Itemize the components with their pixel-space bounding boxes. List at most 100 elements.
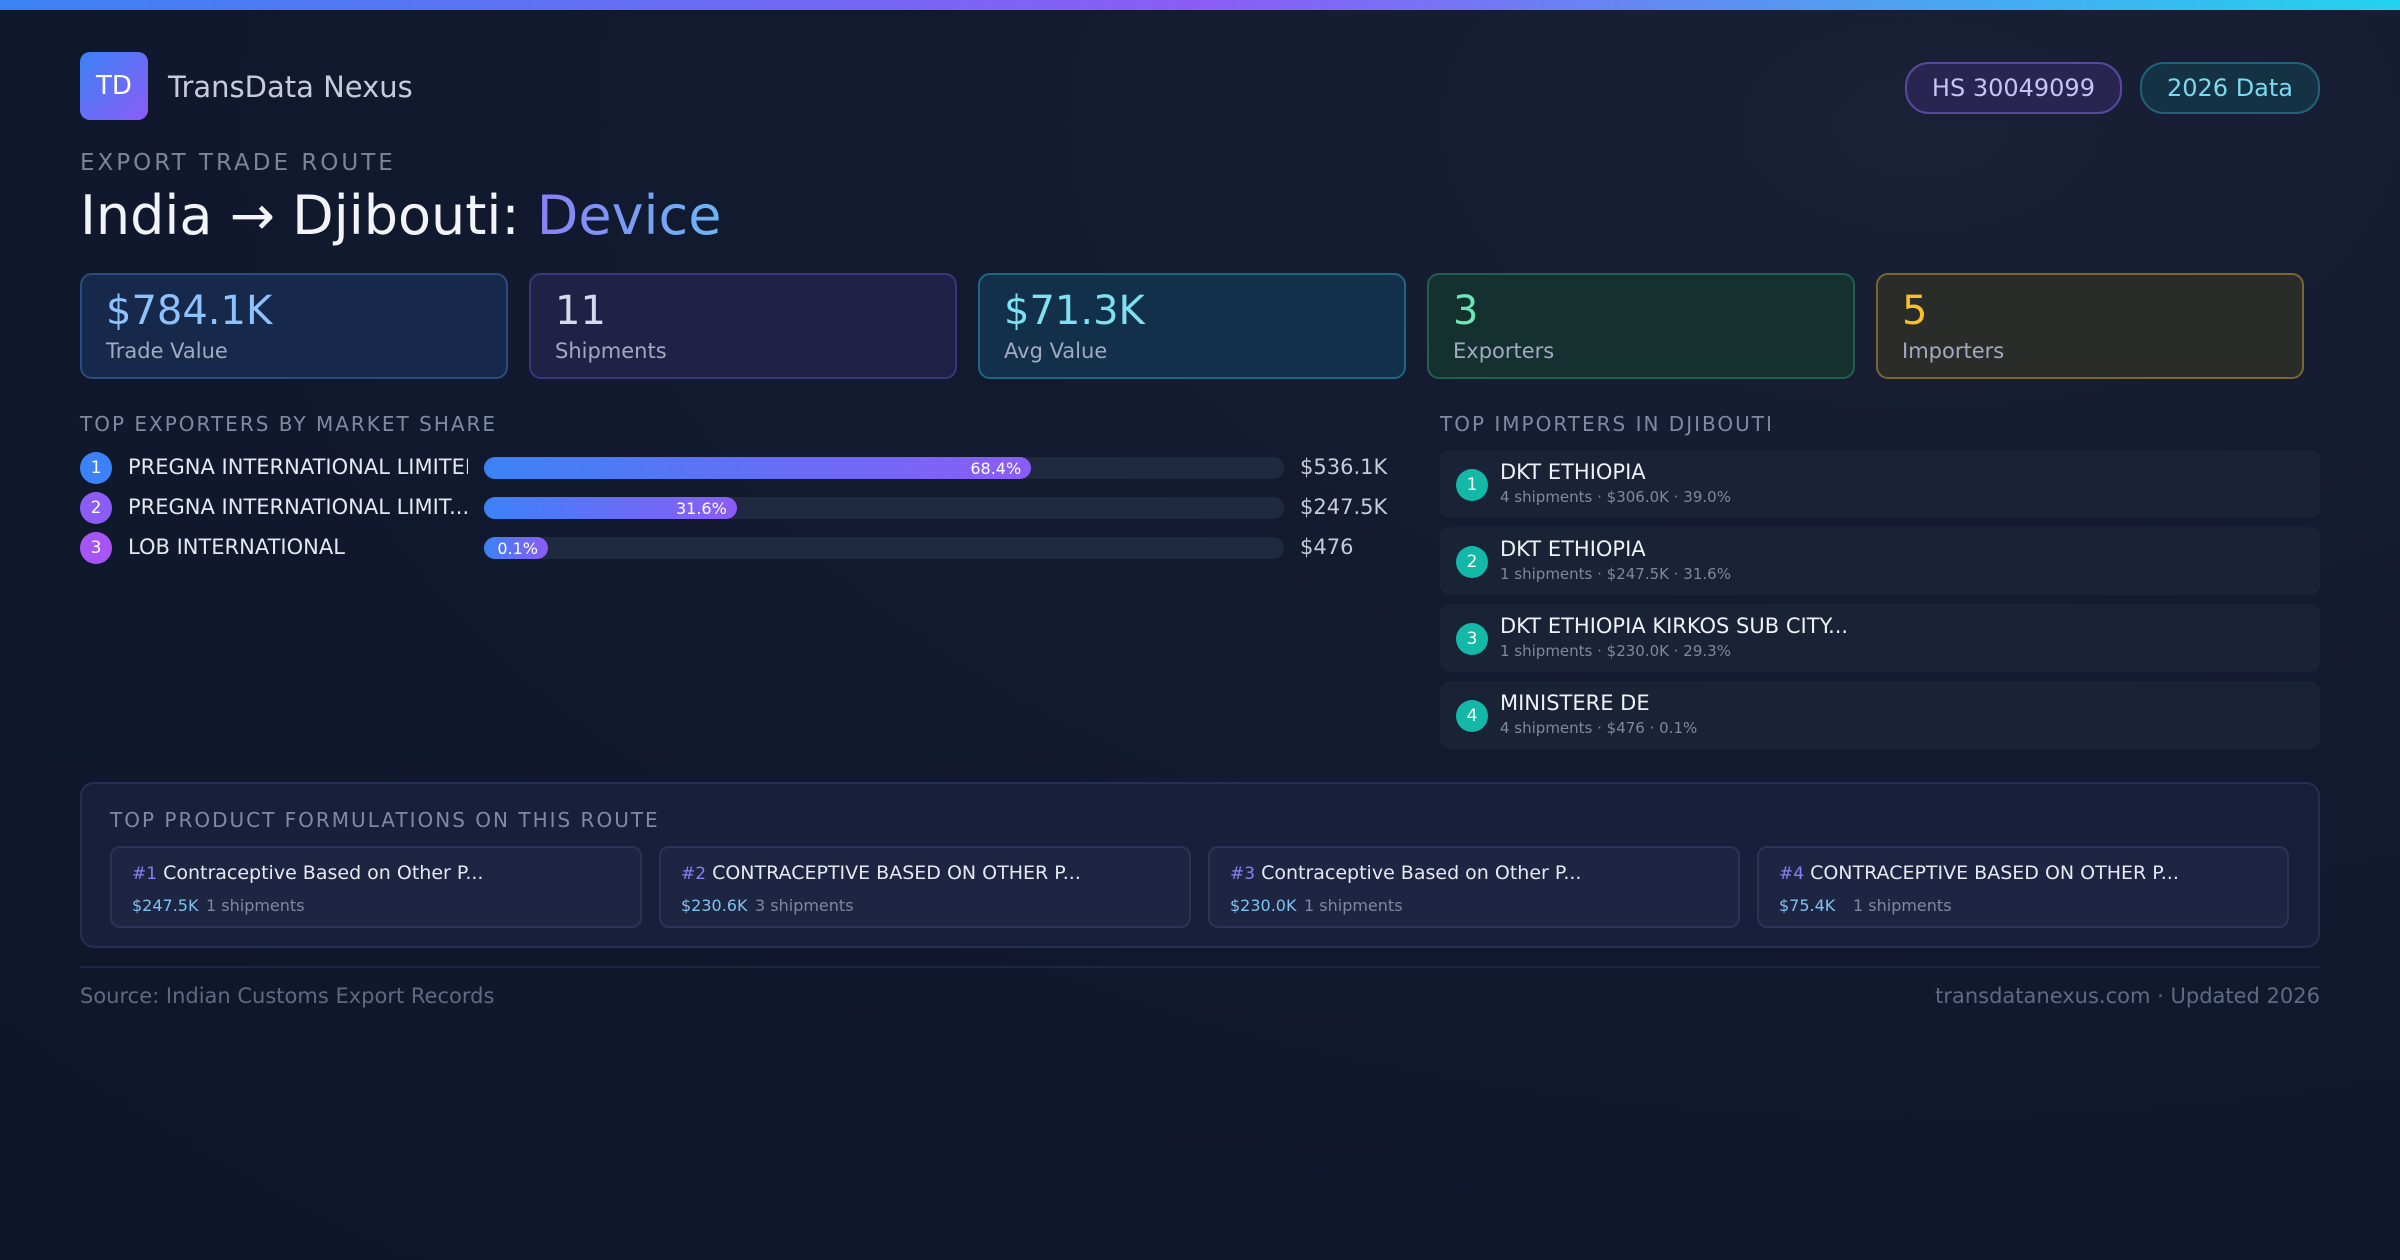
importer-meta: 1 shipments · $230.0K · 29.3% (1500, 642, 1731, 660)
formulation-shipments: 1 shipments (1304, 896, 1403, 915)
exporters-panel: TOP EXPORTERS BY MARKET SHARE 1 PREGNA I… (80, 412, 1387, 564)
stat-value: $784.1K (106, 288, 273, 334)
exporter-value: $476 (1300, 535, 1354, 559)
stat-card-trade-value: $784.1K Trade Value (80, 273, 508, 379)
exporter-name: PREGNA INTERNATIONAL LIMIT... (128, 495, 468, 519)
share-bar-fill: 31.6% (484, 497, 737, 519)
share-percent: 31.6% (675, 499, 727, 518)
share-bar-track: 0.1% (484, 537, 1284, 559)
exporter-row[interactable]: 1 PREGNA INTERNATIONAL LIMITED 68.4% $53… (80, 452, 1387, 484)
formulation-value: $247.5K (132, 896, 199, 915)
importers-panel: TOP IMPORTERS IN DJIBOUTI 1 DKT ETHIOPIA… (1440, 412, 2320, 749)
importer-meta: 4 shipments · $306.0K · 39.0% (1500, 488, 1731, 506)
stat-card-avg-value: $71.3K Avg Value (978, 273, 1406, 379)
formulation-title: #4 CONTRACEPTIVE BASED ON OTHER P... (1779, 862, 2179, 884)
stats-row: $784.1K Trade Value 11 Shipments $71.3K … (80, 273, 2320, 379)
rank-badge: 3 (80, 532, 112, 564)
importer-name: DKT ETHIOPIA (1500, 537, 1646, 561)
footer-divider (80, 966, 2320, 968)
exporter-name: LOB INTERNATIONAL (128, 535, 345, 559)
importer-name: DKT ETHIOPIA (1500, 460, 1646, 484)
importer-card[interactable]: 3 DKT ETHIOPIA KIRKOS SUB CITY... 1 ship… (1440, 604, 2320, 672)
header: TD TransData Nexus HS 30049099 2026 Data (80, 52, 2320, 122)
stat-card-shipments: 11 Shipments (529, 273, 957, 379)
rank-badge: 1 (80, 452, 112, 484)
formulation-rank: #2 (681, 864, 707, 884)
exporter-name: PREGNA INTERNATIONAL LIMITED (128, 455, 468, 479)
formulation-title: #2 CONTRACEPTIVE BASED ON OTHER P... (681, 862, 1081, 884)
share-percent: 68.4% (970, 459, 1022, 478)
stat-value: $71.3K (1004, 288, 1145, 334)
route-product: Device (536, 184, 722, 247)
route-eyebrow: EXPORT TRADE ROUTE (80, 150, 396, 176)
formulation-rank: #1 (132, 864, 158, 884)
brand-logo[interactable]: TD (80, 52, 148, 120)
formulation-title: #1 Contraceptive Based on Other P... (132, 862, 483, 884)
stat-card-importers: 5 Importers (1876, 273, 2304, 379)
formulations-panel: TOP PRODUCT FORMULATIONS ON THIS ROUTE #… (80, 782, 2320, 948)
importer-card[interactable]: 1 DKT ETHIOPIA 4 shipments · $306.0K · 3… (1440, 450, 2320, 518)
stat-label: Shipments (555, 339, 667, 363)
formulation-card[interactable]: #3 Contraceptive Based on Other P... $230… (1208, 846, 1740, 928)
exporter-value: $536.1K (1300, 455, 1388, 479)
exporters-heading: TOP EXPORTERS BY MARKET SHARE (80, 412, 498, 436)
top-accent-bar (0, 0, 2400, 10)
page: TD TransData Nexus HS 30049099 2026 Data… (80, 52, 2320, 1008)
importer-name: DKT ETHIOPIA KIRKOS SUB CITY... (1500, 614, 1849, 638)
brand-name[interactable]: TransData Nexus (168, 70, 413, 104)
formulation-rank: #3 (1230, 864, 1256, 884)
badge-group: HS 30049099 2026 Data (1904, 62, 2320, 114)
share-bar-fill: 68.4% (484, 457, 1032, 479)
importer-meta: 1 shipments · $247.5K · 31.6% (1500, 565, 1731, 583)
formulation-card[interactable]: #2 CONTRACEPTIVE BASED ON OTHER P... $230… (659, 846, 1191, 928)
formulation-rank: #4 (1779, 864, 1805, 884)
exporter-value: $247.5K (1300, 495, 1388, 519)
stat-label: Avg Value (1004, 339, 1108, 363)
stat-label: Exporters (1453, 339, 1555, 363)
importer-card[interactable]: 4 MINISTERE DE 4 shipments · $476 · 0.1% (1440, 681, 2320, 749)
share-bar-fill: 0.1% (484, 537, 548, 559)
year-badge[interactable]: 2026 Data (2139, 62, 2320, 114)
hs-code-badge[interactable]: HS 30049099 (1904, 62, 2122, 114)
formulation-name: CONTRACEPTIVE BASED ON OTHER P... (1810, 862, 2179, 884)
stat-label: Importers (1902, 339, 2005, 363)
stat-value: 11 (555, 288, 606, 334)
rank-badge: 1 (1456, 469, 1488, 501)
footer-site[interactable]: transdatanexus.com · Updated 2026 (1935, 984, 2320, 1008)
route-arrow-icon: → (229, 184, 275, 247)
formulation-title: #3 Contraceptive Based on Other P... (1230, 862, 1581, 884)
share-percent: 0.1% (497, 539, 538, 558)
importer-card[interactable]: 2 DKT ETHIOPIA 1 shipments · $247.5K · 3… (1440, 527, 2320, 595)
share-bar-track: 68.4% (484, 457, 1284, 479)
rank-badge: 2 (80, 492, 112, 524)
formulation-value: $230.6K (681, 896, 748, 915)
stat-value: 5 (1902, 288, 1928, 334)
formulation-value: $230.0K (1230, 896, 1297, 915)
formulation-value: $75.4K (1779, 896, 1836, 915)
formulations-heading: TOP PRODUCT FORMULATIONS ON THIS ROUTE (110, 808, 660, 832)
stat-label: Trade Value (106, 339, 228, 363)
formulation-card[interactable]: #1 Contraceptive Based on Other P... $247… (110, 846, 642, 928)
formulation-name: Contraceptive Based on Other P... (1261, 862, 1582, 884)
rank-badge: 2 (1456, 546, 1488, 578)
formulation-shipments: 1 shipments (206, 896, 305, 915)
stat-value: 3 (1453, 288, 1479, 334)
formulation-shipments: 1 shipments (1853, 896, 1952, 915)
stat-card-exporters: 3 Exporters (1427, 273, 1855, 379)
exporter-row[interactable]: 3 LOB INTERNATIONAL 0.1% $476 (80, 532, 1380, 564)
route-origin: India (80, 184, 213, 247)
rank-badge: 3 (1456, 623, 1488, 655)
exporter-row[interactable]: 2 PREGNA INTERNATIONAL LIMIT... 31.6% $2… (80, 492, 1387, 524)
footer-source: Source: Indian Customs Export Records (80, 984, 495, 1008)
formulation-name: Contraceptive Based on Other P... (163, 862, 484, 884)
route-destination: Djibouti: (292, 184, 520, 247)
formulation-shipments: 3 shipments (755, 896, 854, 915)
formulation-name: CONTRACEPTIVE BASED ON OTHER P... (712, 862, 1081, 884)
share-bar-track: 31.6% (484, 497, 1284, 519)
importer-name: MINISTERE DE (1500, 691, 1650, 715)
page-title: India → Djibouti: Device (80, 184, 721, 247)
importers-heading: TOP IMPORTERS IN DJIBOUTI (1440, 412, 1774, 436)
importer-meta: 4 shipments · $476 · 0.1% (1500, 719, 1698, 737)
formulation-card[interactable]: #4 CONTRACEPTIVE BASED ON OTHER P... $75.… (1757, 846, 2289, 928)
rank-badge: 4 (1456, 700, 1488, 732)
